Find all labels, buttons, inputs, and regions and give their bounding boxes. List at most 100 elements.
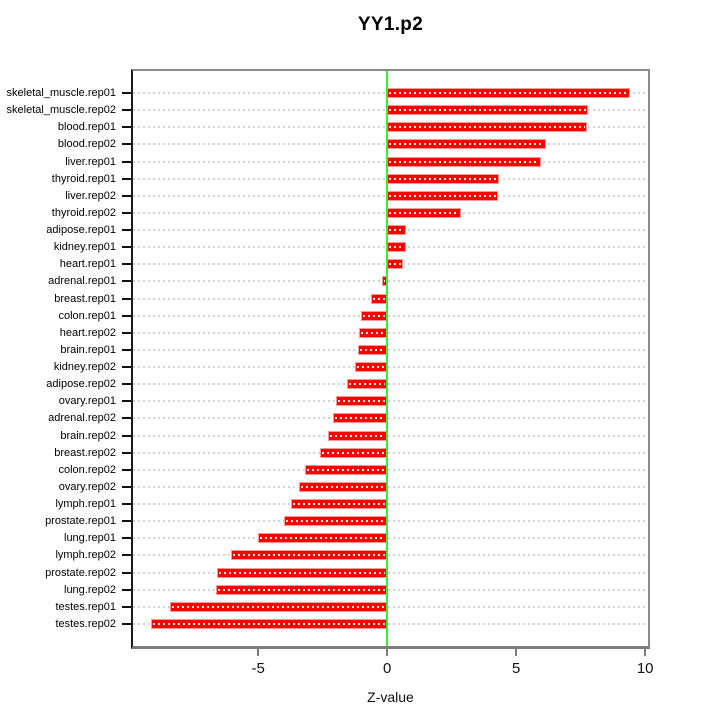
bar-gridline-dots [356,366,386,369]
y-axis-label: prostate.rep02 [45,566,116,579]
bar-row: lymph.rep01 [55,496,648,513]
chart-title: YY1.p2 [357,14,424,35]
y-axis-label: prostate.rep01 [45,515,116,528]
y-tick [122,177,131,180]
bar-gridline-dots [389,143,544,146]
bar-gridline-dots [389,91,628,94]
bar [387,242,406,253]
bar [283,516,388,527]
bar-gridline-dots [285,520,386,523]
gridline [133,417,648,420]
y-tick [122,229,131,232]
bar [304,464,388,475]
bar-gridline-dots [260,537,386,540]
bar [358,344,388,355]
y-axis-label: brain.rep01 [60,343,116,356]
y-tick [122,348,131,351]
plot-area: skeletal_muscle.rep01 skeletal_muscle.rep… [7,69,650,649]
bar-gridline-dots [363,314,386,317]
y-tick [122,263,131,266]
bar-row: skeletal_muscle.rep01 [7,84,648,101]
y-tick [122,503,131,506]
y-tick [122,143,131,146]
y-axis-label: testes.rep02 [55,617,116,630]
bar-gridline-dots [293,503,386,506]
gridline [133,537,648,540]
y-axis-label: adipose.rep02 [46,378,116,391]
y-tick [122,451,131,454]
y-tick [122,246,131,249]
gridline [133,280,648,283]
bar-row: lung.rep02 [64,581,648,598]
bar-gridline-dots [301,485,386,488]
bar [371,293,388,304]
bar-gridline-dots [360,331,386,334]
y-tick [122,605,131,608]
y-tick [122,554,131,557]
y-axis-label: liver.rep01 [65,155,116,168]
y-axis-label: adrenal.rep02 [48,412,116,425]
bar [387,156,541,167]
bar-row: ovary.rep02 [59,478,648,495]
y-tick [122,588,131,591]
bar [258,533,388,544]
bar-row: skeletal_muscle.rep02 [7,102,648,119]
bar-row: liver.rep01 [65,153,648,170]
bar-row: brain.rep02 [60,427,648,444]
y-tick [122,434,131,437]
x-tick [386,649,389,656]
bar-rows-container: skeletal_muscle.rep01 skeletal_muscle.rep… [7,71,648,646]
gridline [133,434,648,437]
y-tick [122,400,131,403]
y-axis-label: kidney.rep02 [53,361,116,374]
y-axis-label: brain.rep02 [60,429,116,442]
bar-gridline-dots [337,400,386,403]
y-axis-label: breast.rep02 [54,446,116,459]
gridline [133,622,648,625]
y-axis-label: ovary.rep02 [58,480,116,493]
x-tick [644,649,647,656]
x-axis: -5 0 5 10 [133,649,654,689]
bar [335,396,388,407]
bar-gridline-dots [322,451,386,454]
bar [170,601,388,612]
y-tick [122,417,131,420]
gridline [133,554,648,557]
bar-row: adrenal.rep01 [48,273,648,290]
y-axis-label: lung.rep02 [64,583,116,596]
y-axis-label: colon.rep02 [58,463,117,476]
gridline [133,297,648,300]
bar [387,259,404,270]
y-axis-label: blood.rep02 [57,138,116,151]
bar-row: thyroid.rep01 [52,170,648,187]
bar-gridline-dots [373,297,386,300]
bar-gridline-dots [329,434,386,437]
bar [387,225,407,236]
bar [387,87,630,98]
gridline [133,366,648,369]
y-tick [122,109,131,112]
bar [387,207,461,218]
y-tick [122,126,131,129]
y-axis-label: lymph.rep01 [55,498,116,511]
bar-row: lymph.rep02 [55,547,648,564]
x-axis-title: Z-value [367,689,414,705]
bar-gridline-dots [217,588,386,591]
bar-gridline-dots [360,348,386,351]
y-axis-label: liver.rep02 [65,189,116,202]
gridline [133,503,648,506]
y-tick [122,160,131,163]
bar-row: liver.rep02 [65,187,648,204]
y-axis-label: thyroid.rep01 [51,172,116,185]
y-tick [122,280,131,283]
bar [387,139,546,150]
y-axis-label: breast.rep01 [54,292,116,305]
bar-row: breast.rep01 [54,290,648,307]
bar [387,173,500,184]
y-axis-label: skeletal_muscle.rep02 [6,104,116,117]
gridline [133,485,648,488]
y-tick [122,91,131,94]
bar-row: kidney.rep02 [54,359,648,376]
bar [215,584,388,595]
bar [299,481,388,492]
